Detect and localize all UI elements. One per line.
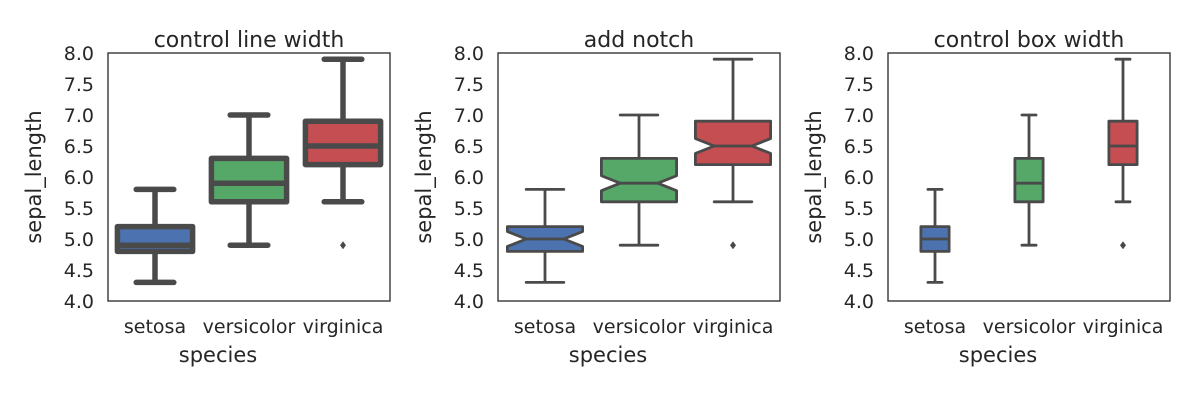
- chart-title: control box width: [934, 28, 1125, 53]
- iqr-box: [1107, 119, 1139, 166]
- y-axis-label: sepal_length: [802, 110, 827, 243]
- y-tick-label: 4.5: [64, 260, 94, 282]
- y-tick-label: 8.0: [64, 43, 94, 65]
- outlier-point: [730, 241, 736, 250]
- chart-title: add notch: [584, 28, 694, 53]
- y-tick-label: 6.5: [64, 136, 94, 158]
- y-tick-label: 6.5: [454, 136, 484, 158]
- y-tick-label: 4.5: [844, 260, 874, 282]
- x-tick-label: virginica: [693, 316, 774, 338]
- x-tick-label: setosa: [124, 316, 186, 338]
- box-virginica: [1107, 57, 1139, 250]
- y-tick-label: 4.0: [64, 291, 94, 313]
- box-versicolor: [1013, 113, 1045, 247]
- y-tick-label: 8.0: [844, 43, 874, 65]
- y-axis-label: sepal_length: [412, 110, 437, 243]
- chart-panel-1: control line width 4.0 4.5 5.0 5.5 6.0 6.5 7.0 7…: [22, 28, 391, 367]
- box-virginica: [694, 57, 772, 250]
- box-versicolor: [208, 112, 290, 248]
- box-setosa: [506, 187, 584, 284]
- box-versicolor: [600, 113, 678, 247]
- y-tick-label: 7.0: [64, 105, 94, 127]
- x-tick-label: versicolor: [593, 316, 686, 338]
- x-tick-label: versicolor: [203, 316, 296, 338]
- y-tick-label: 5.0: [454, 229, 484, 251]
- x-axis-label: species: [569, 343, 647, 367]
- iqr-box: [600, 157, 678, 204]
- x-axis-label: species: [179, 343, 257, 367]
- box-setosa: [114, 186, 196, 286]
- y-tick-label: 5.0: [844, 229, 874, 251]
- y-tick-label: 8.0: [454, 43, 484, 65]
- x-tick-label: versicolor: [983, 316, 1076, 338]
- y-tick-label: 7.5: [64, 74, 94, 96]
- outlier-point: [1120, 241, 1126, 250]
- y-tick-label: 4.5: [454, 260, 484, 282]
- y-tick-label: 5.5: [454, 198, 484, 220]
- y-tick-label: 4.0: [454, 291, 484, 313]
- y-tick-label: 7.5: [454, 74, 484, 96]
- iqr-box: [208, 155, 290, 205]
- y-tick-label: 7.0: [844, 105, 874, 127]
- y-tick-label: 6.0: [64, 167, 94, 189]
- x-tick-label: setosa: [514, 316, 576, 338]
- iqr-box: [694, 119, 772, 166]
- y-tick-label: 5.5: [64, 198, 94, 220]
- y-tick-label: 6.0: [454, 167, 484, 189]
- y-tick-label: 6.0: [844, 167, 874, 189]
- y-tick-label: 7.0: [454, 105, 484, 127]
- y-tick-label: 4.0: [844, 291, 874, 313]
- axes-frame: [107, 52, 391, 302]
- x-axis-label: species: [959, 343, 1037, 367]
- iqr-box: [302, 118, 384, 168]
- chart-panel-3: control box width 4.0 4.5 5.0 5.5 6.0 6.5 7.0 7.…: [802, 28, 1171, 367]
- chart-panel-2: add notch 4.0 4.5 5.0 5.5 6.0 6.5 7.0 7.5 8.0 sepa…: [412, 28, 781, 367]
- y-tick-label: 5.5: [844, 198, 874, 220]
- x-tick-label: setosa: [904, 316, 966, 338]
- y-tick-label: 5.0: [64, 229, 94, 251]
- y-tick-label: 7.5: [844, 74, 874, 96]
- axes-frame: [887, 52, 1171, 302]
- x-tick-label: virginica: [303, 316, 384, 338]
- axes-frame: [497, 52, 781, 302]
- box-setosa: [919, 187, 951, 284]
- iqr-box: [1013, 156, 1045, 204]
- y-tick-label: 6.5: [844, 136, 874, 158]
- outlier-point: [340, 241, 346, 250]
- chart-title: control line width: [154, 28, 345, 53]
- box-virginica: [302, 56, 384, 250]
- y-axis-label: sepal_length: [22, 110, 47, 243]
- x-tick-label: virginica: [1083, 316, 1164, 338]
